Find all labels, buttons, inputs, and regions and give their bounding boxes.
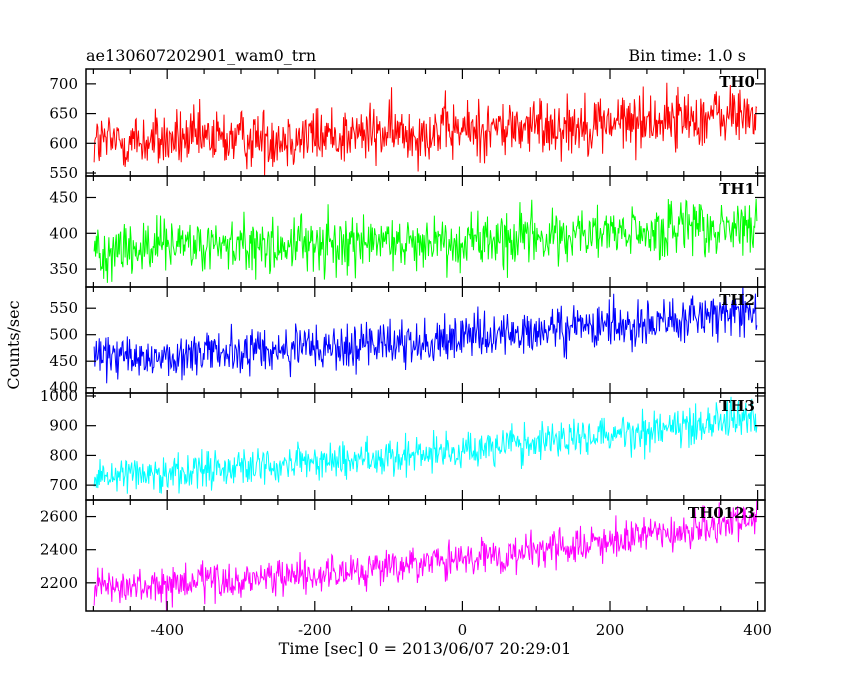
x-tick-label: -200 (298, 621, 332, 639)
x-tick-label: -400 (150, 621, 184, 639)
observation-id-title: ae130607202901_wam0_trn (86, 46, 316, 65)
y-tick-label: 550 (49, 299, 78, 317)
x-axis-title: Time [sec] 0 = 2013/06/07 20:29:01 (279, 639, 572, 658)
y-tick-label: 2600 (40, 508, 78, 526)
y-tick-label: 400 (49, 379, 78, 397)
y-tick-label: 2200 (40, 574, 78, 592)
x-tick-label: 0 (458, 621, 468, 639)
y-tick-label: 2400 (40, 541, 78, 559)
panel-frame (85, 392, 766, 501)
y-tick-label: 900 (49, 417, 78, 435)
y-tick-label: 450 (49, 188, 78, 206)
y-axis-title: Counts/sec (4, 300, 23, 389)
series-line-th0123 (93, 500, 758, 611)
y-tick-label: 350 (49, 260, 78, 278)
y-tick-label: 400 (49, 224, 78, 242)
panel-label-th2: TH2 (719, 291, 755, 309)
panel-th3: 700 800 900 1000 TH3 (40, 387, 766, 501)
y-tick-label: 600 (49, 134, 78, 152)
panel-th1: 350 400 450 TH1 (49, 175, 766, 288)
y-tick-label: 1000 (40, 387, 78, 405)
panels: 550 600 650 700 TH0 350 400 450 TH1 400 450 500 550 T… (40, 68, 772, 639)
x-tick-label: 400 (743, 621, 772, 639)
panel-th2: 400 450 500 550 TH2 (49, 286, 766, 397)
panel-label-th3: TH3 (719, 397, 755, 415)
y-tick-label: 800 (49, 446, 78, 464)
panel-label-th0: TH0 (719, 73, 755, 91)
series-line-th3 (93, 396, 758, 494)
x-tick-label: 200 (596, 621, 625, 639)
y-tick-label: 550 (49, 164, 78, 182)
panel-frame (85, 68, 766, 177)
panel-frame (85, 499, 766, 612)
panel-label-th1: TH1 (719, 180, 755, 198)
y-tick-label: 650 (49, 105, 78, 123)
y-tick-label: 700 (49, 476, 78, 494)
y-tick-label: 700 (49, 75, 78, 93)
panel-th0: 550 600 650 700 TH0 (49, 68, 766, 182)
series-line-th1 (93, 198, 758, 283)
y-tick-label: 500 (49, 326, 78, 344)
bin-time-title: Bin time: 1.0 s (628, 46, 746, 65)
series-line-th2 (93, 287, 758, 384)
y-tick-label: 450 (49, 352, 78, 370)
panel-label-th0123: TH0123 (688, 504, 755, 522)
series-line-th0 (93, 82, 758, 176)
panel-th0123: 2200 2400 2600 TH0123 (40, 499, 766, 612)
